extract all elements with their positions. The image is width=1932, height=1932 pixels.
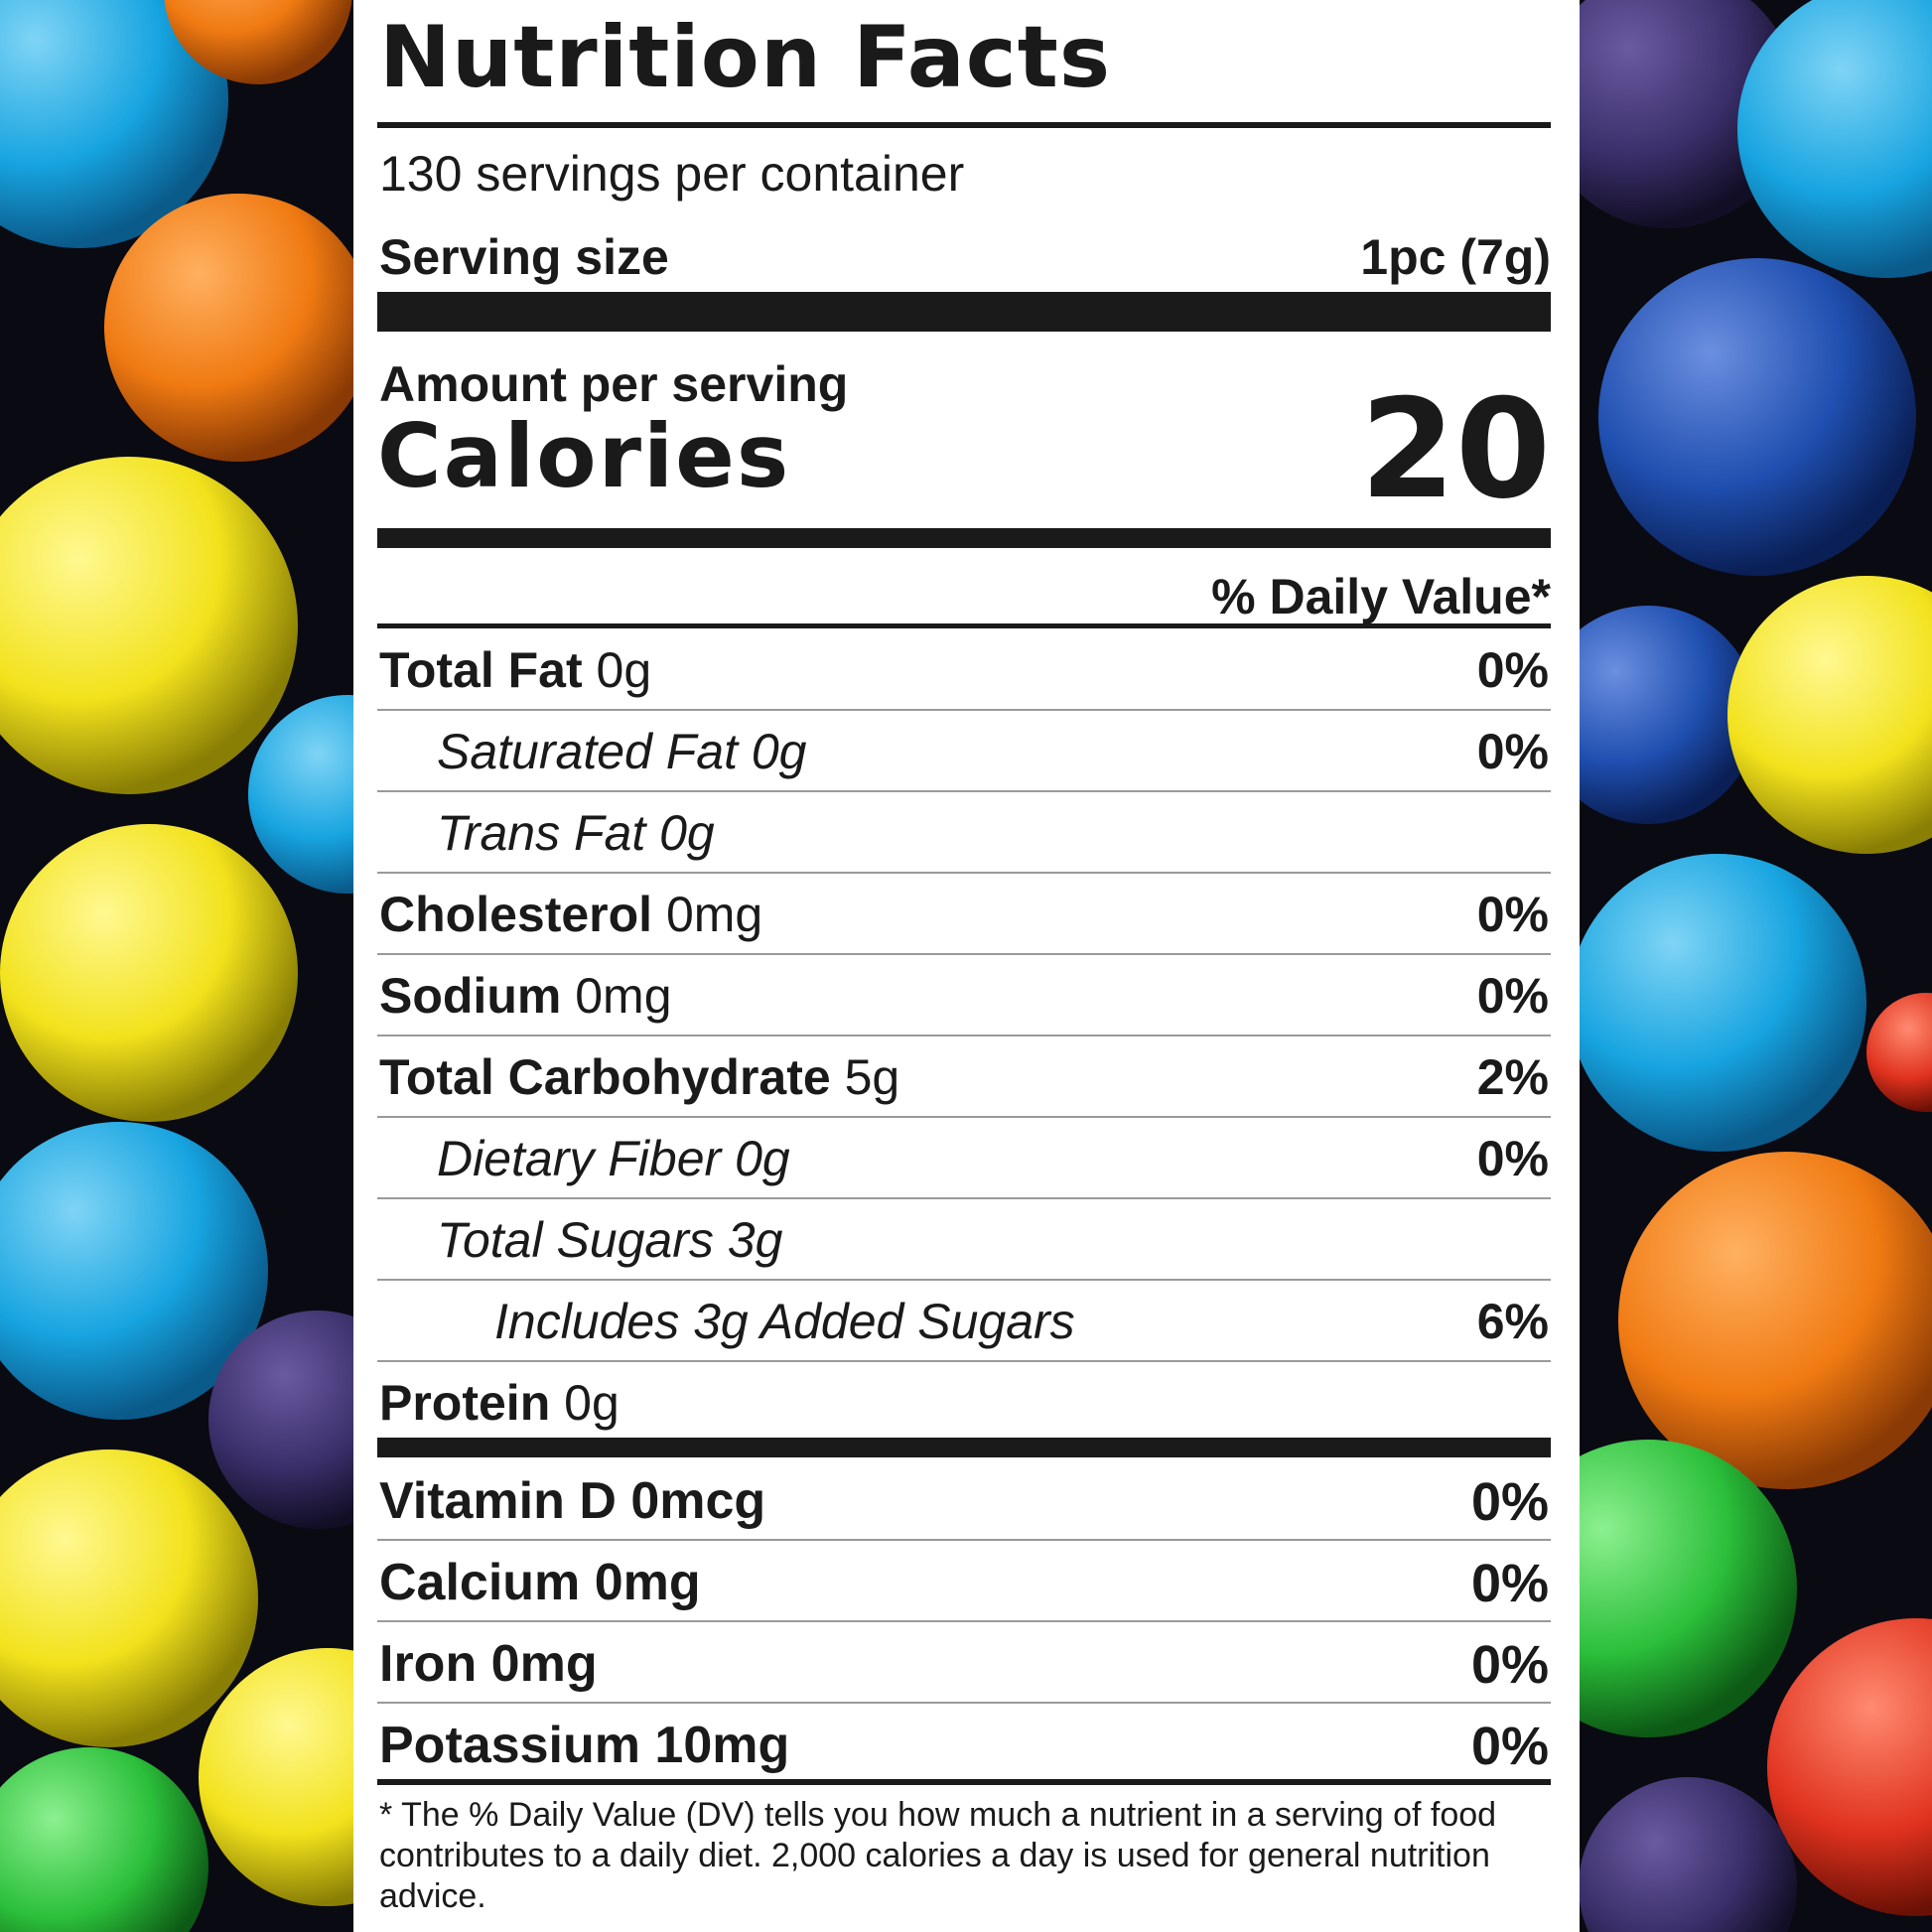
vitamin-row-potassium: Potassium 10mg 0% bbox=[377, 1704, 1551, 1785]
serving-divider-thick bbox=[377, 292, 1551, 332]
nutrient-label: Total Carbohydrate 5g bbox=[379, 1049, 900, 1105]
calories-value: 20 bbox=[1359, 369, 1551, 529]
nutrient-dv: 0% bbox=[1476, 968, 1549, 1024]
vitamin-label: Vitamin D 0mcg bbox=[379, 1472, 766, 1530]
vitamin-dv: 0% bbox=[1470, 1472, 1549, 1532]
nutrient-label: Total Fat 0g bbox=[379, 642, 652, 698]
nutrient-label: Trans Fat 0g bbox=[437, 805, 715, 861]
vitamin-label: Potassium 10mg bbox=[379, 1717, 790, 1774]
nutrient-label: Saturated Fat 0g bbox=[437, 724, 807, 779]
nutrient-row-total-sugars: Total Sugars 3g bbox=[377, 1199, 1551, 1281]
vitamin-row-vitamin-d: Vitamin D 0mcg 0% bbox=[377, 1459, 1551, 1541]
vitamin-row-iron: Iron 0mg 0% bbox=[377, 1622, 1551, 1704]
nutrient-dv: 6% bbox=[1476, 1294, 1549, 1349]
serving-size-label: Serving size bbox=[379, 229, 669, 285]
vitamin-label: Iron 0mg bbox=[379, 1635, 598, 1693]
nutrient-dv: 0% bbox=[1476, 1131, 1549, 1186]
daily-value-header: % Daily Value* bbox=[1211, 569, 1551, 624]
dv-divider bbox=[377, 623, 1551, 628]
vitamin-row-calcium: Calcium 0mg 0% bbox=[377, 1541, 1551, 1622]
title-divider bbox=[377, 122, 1551, 128]
nutrient-label: Sodium 0mg bbox=[379, 968, 672, 1024]
calories-label: Calories bbox=[377, 405, 791, 507]
vitamin-dv: 0% bbox=[1470, 1554, 1549, 1613]
nutrient-row-total-carbohydrate: Total Carbohydrate 5g 2% bbox=[377, 1036, 1551, 1118]
nutrient-row-total-fat: Total Fat 0g 0% bbox=[377, 629, 1551, 711]
label-title: Nutrition Facts bbox=[379, 8, 1112, 107]
nutrient-row-dietary-fiber: Dietary Fiber 0g 0% bbox=[377, 1118, 1551, 1199]
calories-divider bbox=[377, 528, 1551, 548]
nutrient-label: Cholesterol 0mg bbox=[379, 887, 763, 942]
nutrient-dv: 0% bbox=[1476, 642, 1549, 698]
nutrition-facts-label: Nutrition Facts 130 servings per contain… bbox=[353, 0, 1580, 1932]
nutrient-label: Dietary Fiber 0g bbox=[437, 1131, 790, 1186]
footnote-divider bbox=[377, 1779, 1551, 1785]
nutrient-row-cholesterol: Cholesterol 0mg 0% bbox=[377, 874, 1551, 955]
nutrient-row-trans-fat: Trans Fat 0g bbox=[377, 792, 1551, 874]
amount-per-serving: Amount per serving bbox=[379, 356, 849, 412]
nutrient-dv: 2% bbox=[1476, 1049, 1549, 1105]
nutrient-row-protein: Protein 0g bbox=[377, 1362, 1551, 1444]
nutrient-row-added-sugars: Includes 3g Added Sugars 6% bbox=[377, 1281, 1551, 1362]
vitamin-dv: 0% bbox=[1470, 1635, 1549, 1695]
nutrient-dv: 0% bbox=[1476, 724, 1549, 779]
nutrient-label: Protein 0g bbox=[379, 1375, 620, 1431]
serving-size-value: 1pc (7g) bbox=[1360, 229, 1551, 285]
protein-divider-thick bbox=[377, 1438, 1551, 1457]
nutrient-label: Includes 3g Added Sugars bbox=[494, 1294, 1075, 1349]
nutrient-row-sodium: Sodium 0mg 0% bbox=[377, 955, 1551, 1036]
nutrient-row-saturated-fat: Saturated Fat 0g 0% bbox=[377, 711, 1551, 792]
vitamin-dv: 0% bbox=[1470, 1717, 1549, 1776]
servings-per-container: 130 servings per container bbox=[379, 146, 965, 202]
daily-value-footnote: * The % Daily Value (DV) tells you how m… bbox=[379, 1796, 1497, 1915]
nutrient-dv: 0% bbox=[1476, 887, 1549, 942]
vitamin-label: Calcium 0mg bbox=[379, 1554, 701, 1611]
nutrient-label: Total Sugars 3g bbox=[437, 1212, 783, 1268]
